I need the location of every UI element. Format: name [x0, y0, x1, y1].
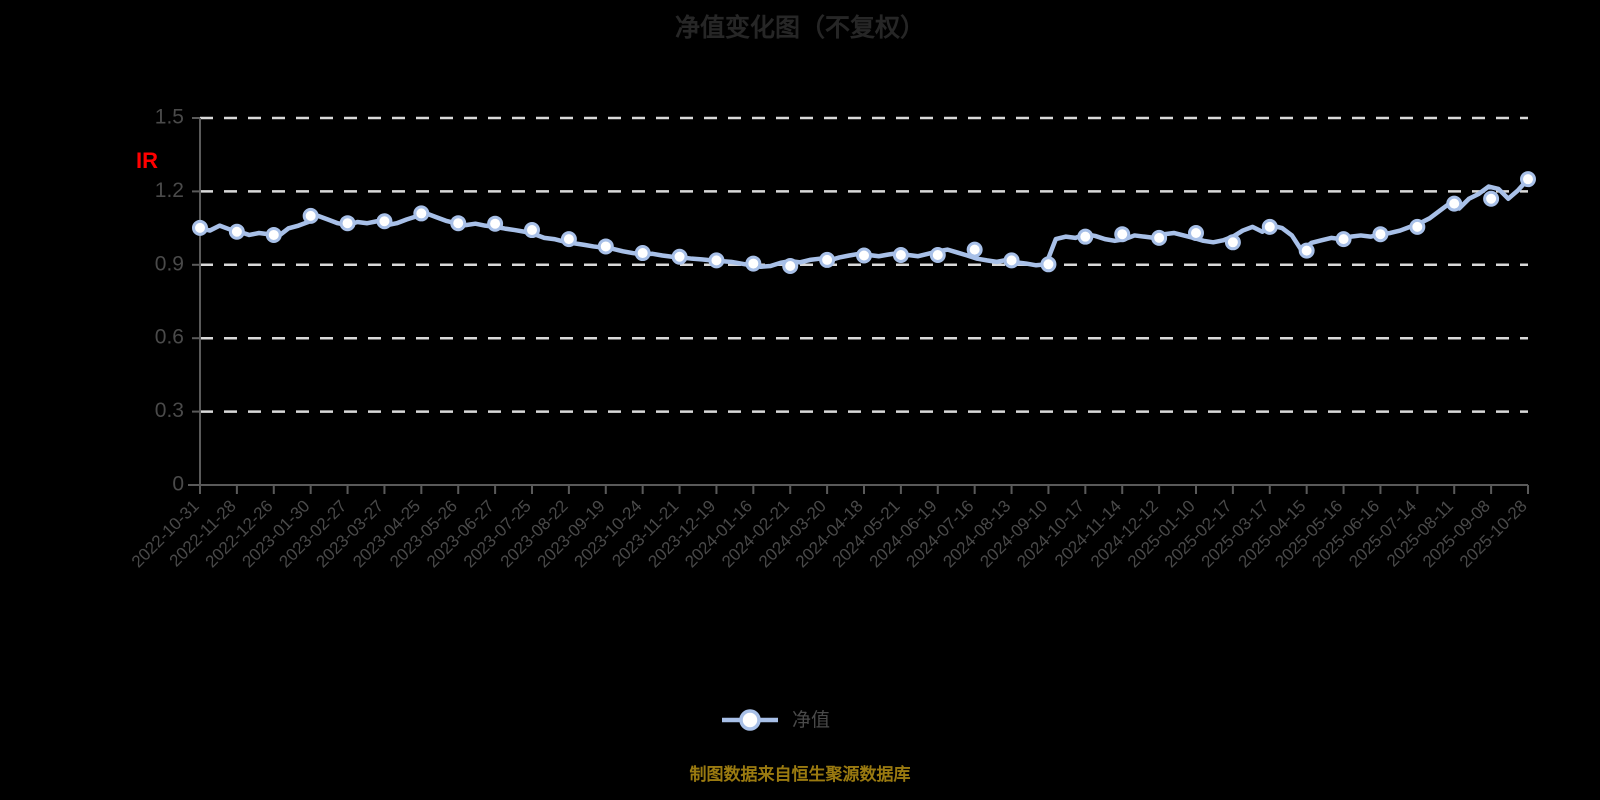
- footer-data-source-note: 制图数据来自恒生聚源数据库: [689, 765, 911, 784]
- data-point-marker: [1298, 242, 1315, 259]
- data-point-marker: [560, 231, 577, 248]
- data-point-marker: [597, 238, 614, 255]
- data-point-marker: [1483, 190, 1500, 207]
- data-point-marker: [1188, 224, 1204, 241]
- x-tick-labels: 2022-10-312022-11-282022-12-262023-01-30…: [128, 496, 1531, 571]
- data-point-marker: [745, 255, 762, 272]
- data-point-marker: [708, 252, 725, 269]
- series-markers: [192, 171, 1536, 275]
- y-tick-label: 1.2: [155, 179, 184, 202]
- data-point-marker: [265, 226, 282, 243]
- y-tick-label: 0.3: [155, 399, 184, 422]
- data-point-marker: [1151, 229, 1168, 246]
- y-tick-label: 1.5: [155, 106, 184, 129]
- y-tick-labels: 0 0.3 0.6 0.9 1.2 1.5: [155, 106, 184, 496]
- x-axis: [188, 484, 1529, 494]
- y-tick-label: 0: [172, 473, 184, 496]
- data-point-marker: [1040, 256, 1057, 273]
- data-point-marker: [487, 215, 504, 232]
- data-point-marker: [856, 247, 872, 264]
- data-point-marker: [671, 248, 688, 265]
- data-point-marker: [1409, 218, 1426, 235]
- y-tick-label: 0.9: [155, 252, 184, 275]
- data-point-marker: [376, 213, 393, 230]
- legend-item-label[interactable]: 净值: [792, 709, 830, 731]
- data-point-marker: [1224, 234, 1241, 251]
- data-point-marker: [302, 207, 319, 224]
- chart-legend[interactable]: 净值: [722, 709, 830, 731]
- data-point-marker: [929, 247, 946, 264]
- data-point-marker: [1077, 228, 1094, 245]
- data-point-marker: [1335, 231, 1352, 248]
- red-annotation-text: IR: [136, 148, 158, 173]
- data-point-marker: [1261, 218, 1278, 235]
- red-annotation: IR: [136, 148, 158, 173]
- data-point-marker: [966, 241, 983, 258]
- chart-title: 净值变化图（不复权）: [674, 14, 925, 42]
- data-point-marker: [1446, 195, 1463, 212]
- data-point-marker: [228, 223, 245, 240]
- data-point-marker: [1114, 226, 1131, 243]
- y-axis: [192, 117, 201, 486]
- grid-lines: [200, 116, 1528, 413]
- data-point-marker: [892, 247, 909, 264]
- data-point-marker: [1372, 226, 1389, 243]
- data-point-marker: [782, 258, 799, 275]
- legend-marker-swatch: [739, 709, 761, 731]
- data-point-marker: [819, 251, 836, 268]
- data-point-marker: [450, 215, 467, 232]
- data-point-marker: [339, 215, 356, 232]
- data-point-marker: [1520, 171, 1536, 188]
- data-point-marker: [192, 219, 208, 236]
- data-point-marker: [524, 222, 540, 239]
- data-point-marker: [634, 245, 651, 262]
- y-tick-label: 0.6: [155, 326, 184, 349]
- data-point-marker: [413, 205, 430, 222]
- data-point-marker: [1003, 252, 1020, 269]
